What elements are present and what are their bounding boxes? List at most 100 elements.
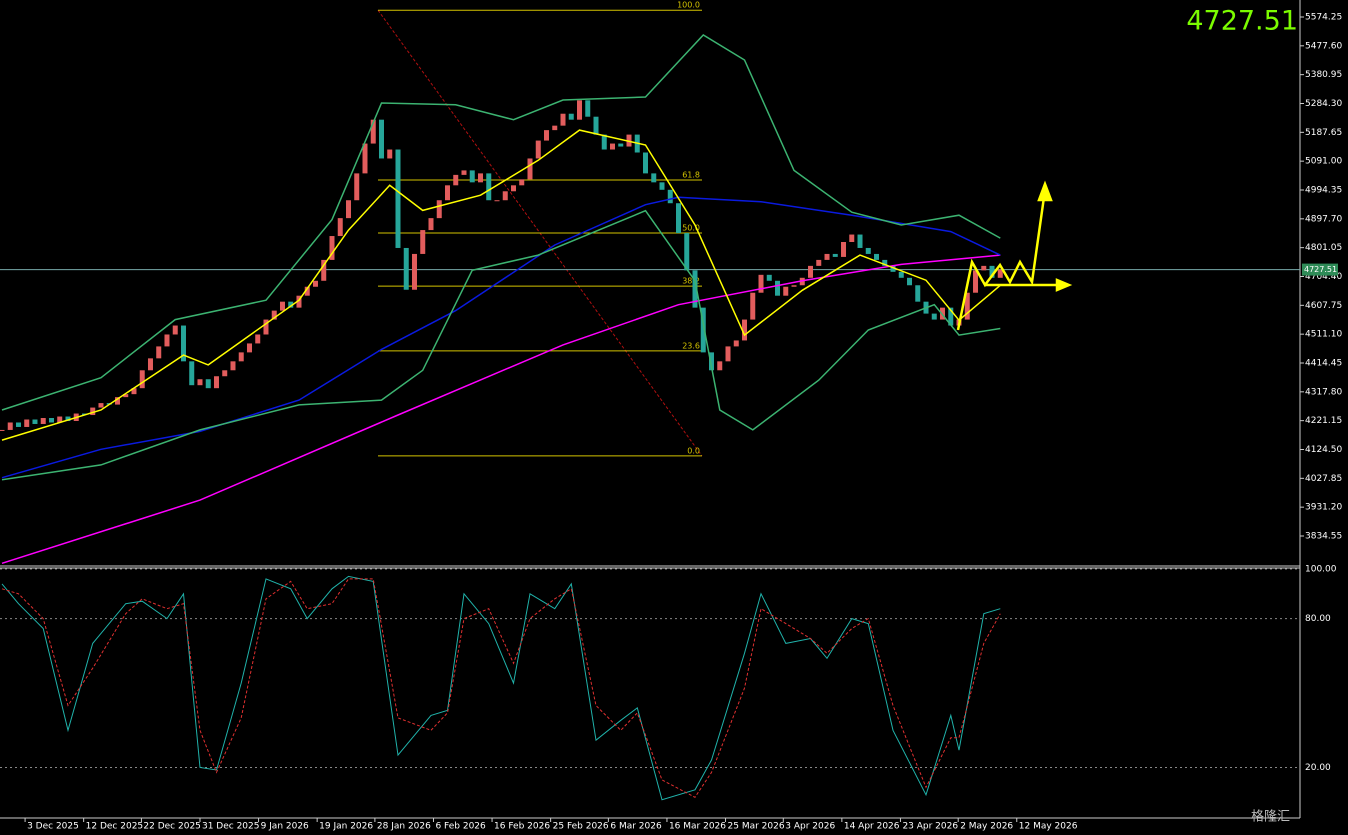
candle <box>123 394 129 398</box>
candle <box>213 376 219 389</box>
candle <box>783 286 789 296</box>
candle <box>692 270 698 308</box>
y-tick-label: 4414.45 <box>1305 358 1342 368</box>
x-tick-label: 12 Dec 2025 <box>86 822 143 832</box>
watermark: 格隆汇 <box>1251 809 1290 825</box>
candle <box>684 233 690 271</box>
candle <box>90 407 96 416</box>
candle <box>543 130 549 141</box>
x-tick-label: 25 Mar 2026 <box>728 822 785 832</box>
candle <box>940 307 946 320</box>
candle <box>676 203 682 234</box>
x-tick-label: 25 Feb 2026 <box>553 822 609 832</box>
candle <box>832 253 838 257</box>
candle <box>948 307 954 326</box>
candle <box>378 119 384 159</box>
candle <box>601 134 607 150</box>
candle <box>577 100 583 120</box>
candle <box>758 274 764 293</box>
candle <box>279 301 285 311</box>
candle <box>15 422 21 427</box>
x-tick-label: 6 Feb 2026 <box>435 822 486 832</box>
candle <box>345 200 351 219</box>
candle <box>40 418 46 424</box>
x-tick-label: 3 Apr 2026 <box>785 822 835 832</box>
x-tick-label: 12 May 2026 <box>1019 822 1078 832</box>
candle <box>230 361 236 371</box>
candle <box>585 100 591 117</box>
candle <box>552 125 558 131</box>
candle <box>808 265 814 278</box>
candle <box>222 370 228 377</box>
candle <box>288 301 294 308</box>
candle <box>973 270 979 293</box>
candle <box>593 116 599 135</box>
x-tick-label: 16 Feb 2026 <box>494 822 550 832</box>
indicator-line <box>1 34 1001 411</box>
y-tick-label: 4511.10 <box>1305 330 1342 340</box>
candle <box>32 419 38 424</box>
candle <box>849 234 855 243</box>
candle <box>304 286 310 296</box>
candle <box>535 140 541 159</box>
indicator-line <box>1 129 1001 441</box>
fib-label: 100.0 <box>677 1 700 10</box>
candle <box>510 185 516 192</box>
candle <box>733 340 739 347</box>
candle <box>717 361 723 371</box>
y-tick-label: 5574.25 <box>1305 12 1342 22</box>
candle <box>246 343 252 353</box>
y-tick-label: 5284.30 <box>1305 99 1342 109</box>
y-tick-label: 4897.70 <box>1305 214 1342 224</box>
current-price-big: 4727.51 <box>1186 6 1298 37</box>
candle <box>321 259 327 281</box>
candle <box>618 143 624 147</box>
current-price-tag-label: 4727.51 <box>1304 265 1337 274</box>
candle <box>255 334 261 344</box>
x-tick-label: 14 Apr 2026 <box>844 822 900 832</box>
candle <box>750 292 756 320</box>
y-tick-label: 4607.75 <box>1305 301 1342 311</box>
candle <box>766 274 772 281</box>
x-tick-label: 9 Jan 2026 <box>261 822 309 832</box>
candle <box>114 397 120 405</box>
user-drawing <box>956 180 1073 331</box>
x-tick-label: 31 Dec 2025 <box>202 822 260 832</box>
candle <box>156 346 162 359</box>
candle <box>469 170 475 183</box>
candle <box>24 419 30 427</box>
candle <box>841 242 847 257</box>
y-tick-label: 4027.85 <box>1305 474 1342 484</box>
y-tick-label: 4801.05 <box>1305 243 1342 253</box>
candle <box>172 325 178 335</box>
candle <box>659 182 665 190</box>
candle <box>370 119 376 144</box>
candle <box>296 295 302 308</box>
candle <box>403 247 409 290</box>
candle <box>139 370 145 389</box>
candle <box>667 189 673 204</box>
candle <box>700 307 706 353</box>
indicator-line <box>1 209 1001 481</box>
oscillator-line <box>1 578 1001 798</box>
candle <box>189 361 195 386</box>
fib-label: 61.8 <box>682 170 700 179</box>
x-tick-label: 3 Dec 2025 <box>27 822 79 832</box>
candle <box>915 285 921 302</box>
candle <box>527 158 533 180</box>
candle <box>882 259 888 266</box>
candle <box>568 113 574 120</box>
candle <box>164 334 170 347</box>
candle <box>387 149 393 159</box>
candle <box>354 173 360 201</box>
candle <box>931 313 937 320</box>
candle <box>477 173 483 183</box>
arrow-head <box>1055 278 1073 292</box>
indicator-line <box>1 196 1001 479</box>
candle <box>98 403 104 408</box>
y-tick-label: 4221.15 <box>1305 416 1342 426</box>
candle <box>461 170 467 175</box>
y-tick-label: 20.00 <box>1305 763 1331 773</box>
arrow-head <box>1037 180 1053 202</box>
